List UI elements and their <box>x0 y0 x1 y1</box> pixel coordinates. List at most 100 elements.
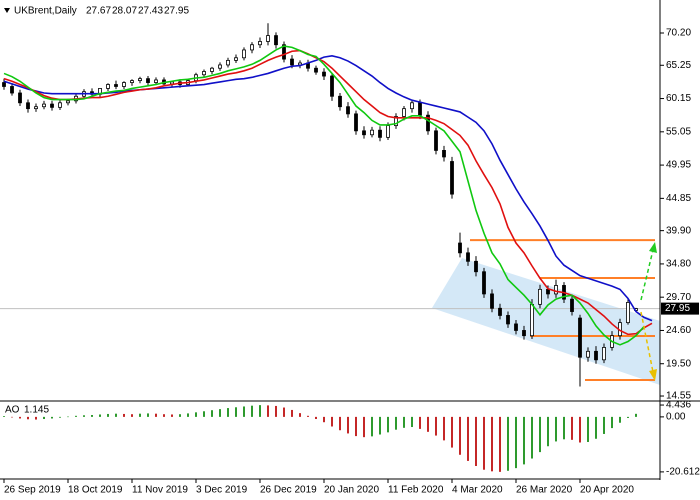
ao-bar <box>203 411 205 417</box>
candle-body <box>66 100 70 104</box>
ao-bar <box>339 416 341 431</box>
candle-body <box>314 67 318 73</box>
ao-bar <box>411 416 413 428</box>
ao-bar <box>611 416 613 429</box>
ao-bar <box>323 416 325 423</box>
candle-body <box>418 102 422 116</box>
x-tick-label: 4 Mar 2020 <box>452 485 503 496</box>
ao-bar <box>531 416 533 459</box>
x-tick-label: 11 Nov 2019 <box>132 485 188 496</box>
x-tick-label: 26 Dec 2019 <box>260 485 317 496</box>
ao-bar <box>635 413 637 417</box>
ao-bar <box>123 413 125 417</box>
ao-bar <box>603 416 605 434</box>
ao-bar <box>371 416 373 437</box>
ao-bar <box>131 414 133 417</box>
ao-bar <box>3 416 5 417</box>
candle-body <box>122 82 126 87</box>
candle-body <box>466 252 470 262</box>
ao-bar <box>299 413 301 417</box>
candle-body <box>538 288 542 305</box>
ao-bar <box>419 416 421 429</box>
y-tick-label: 55.05 <box>666 126 691 137</box>
candle-body <box>202 71 206 76</box>
ao-pane <box>3 405 637 472</box>
ao-bar <box>99 414 101 417</box>
ao-bar <box>467 416 469 461</box>
ao-bar <box>427 416 429 432</box>
indicator-value: 1.145 <box>24 405 49 416</box>
x-tick-label: 20 Apr 2020 <box>580 485 634 496</box>
ao-bar <box>259 405 261 417</box>
ao-bar <box>331 416 333 427</box>
up-arrow-head <box>649 242 657 253</box>
ao-bar <box>475 416 477 466</box>
down-arrow-head <box>649 369 657 381</box>
candle-body <box>570 298 574 312</box>
indicator-title: AO <box>5 405 20 416</box>
x-tick-label: 26 Mar 2020 <box>516 485 573 496</box>
ao-bar <box>379 416 381 435</box>
x-tick-label: 20 Jan 2020 <box>324 485 379 496</box>
candle-body <box>114 84 118 87</box>
candle-body <box>226 59 230 66</box>
candle-body <box>290 58 294 66</box>
candle-body <box>258 41 262 46</box>
ao-bar <box>387 416 389 433</box>
ao-bar <box>75 415 77 417</box>
symbol-marker <box>4 8 10 13</box>
x-tick-label: 26 Sep 2019 <box>4 485 61 496</box>
candle-body <box>18 92 22 104</box>
ao-bar <box>187 413 189 417</box>
candle-body <box>434 130 438 151</box>
candle-body <box>602 347 606 361</box>
ao-bar <box>283 407 285 417</box>
ao-bar <box>251 405 253 417</box>
candle-body <box>2 82 6 87</box>
ao-bar <box>179 414 181 417</box>
y-tick-label: -20.612 <box>666 467 700 478</box>
y-tick-label: 14.55 <box>666 391 691 402</box>
ao-bar <box>275 405 277 417</box>
current-price-label: 27.95 <box>665 303 690 314</box>
ao-bar <box>363 416 365 438</box>
candle-body <box>282 44 286 60</box>
candle-body <box>594 350 598 361</box>
header-high: 28.07 <box>112 6 137 17</box>
ao-bar <box>523 416 525 465</box>
candle-body <box>586 350 590 358</box>
candle-body <box>498 307 502 316</box>
y-tick-label: 34.80 <box>666 259 691 270</box>
ao-bar <box>355 416 357 437</box>
ao-bar <box>435 416 437 436</box>
y-tick-label: 65.25 <box>666 60 691 71</box>
ao-bar <box>219 409 221 417</box>
candle-body <box>522 330 526 337</box>
moving-average-line <box>3 49 653 336</box>
ao-bar <box>627 416 629 418</box>
ao-bar <box>235 407 237 417</box>
ao-bar <box>403 416 405 428</box>
ao-bar <box>291 409 293 417</box>
y-tick-label: 39.90 <box>666 225 691 236</box>
ao-bar <box>491 416 493 472</box>
candle-body <box>138 78 142 82</box>
candle-body <box>322 71 326 77</box>
ao-bar <box>51 416 53 419</box>
candle-body <box>386 125 390 138</box>
y-tick-label: 4.436 <box>666 400 691 411</box>
candle-body <box>410 102 414 110</box>
ao-bar <box>595 416 597 439</box>
ao-bar <box>195 412 197 417</box>
ao-bar <box>147 413 149 417</box>
candle-body <box>106 84 110 89</box>
ao-bar <box>59 416 61 418</box>
up-arrow <box>640 249 654 301</box>
ao-bar <box>243 406 245 417</box>
ao-bar <box>443 416 445 441</box>
ao-bar <box>43 416 45 420</box>
header-open: 27.67 <box>86 6 111 17</box>
y-tick-label: 70.20 <box>666 28 691 39</box>
ao-bar <box>315 416 317 420</box>
candle-body <box>330 75 334 97</box>
